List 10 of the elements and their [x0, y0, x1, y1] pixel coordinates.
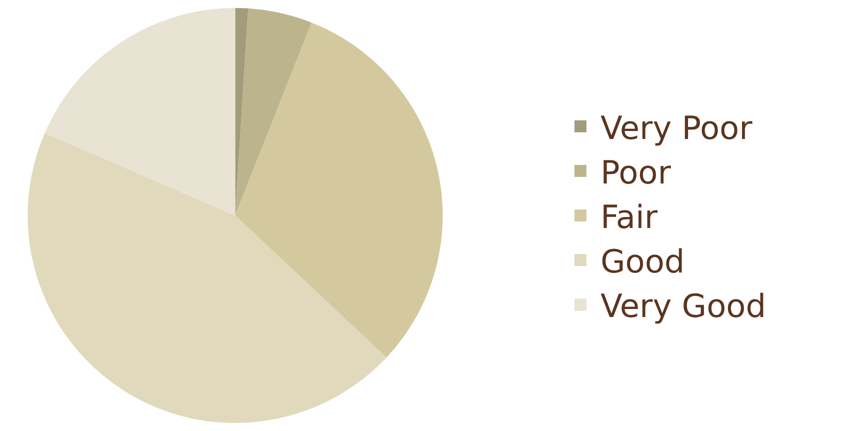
legend-label: Good — [600, 242, 685, 281]
legend-label: Fair — [600, 198, 658, 236]
pie-slice — [44, 8, 236, 216]
legend-label: Very Good — [600, 287, 766, 326]
legend-label: Poor — [600, 153, 672, 192]
pie-slice — [235, 22, 443, 358]
pie-slice — [28, 133, 386, 423]
pie-slice — [235, 8, 248, 216]
legend-label: Very Poor — [600, 108, 754, 147]
pie-slice — [235, 8, 312, 216]
